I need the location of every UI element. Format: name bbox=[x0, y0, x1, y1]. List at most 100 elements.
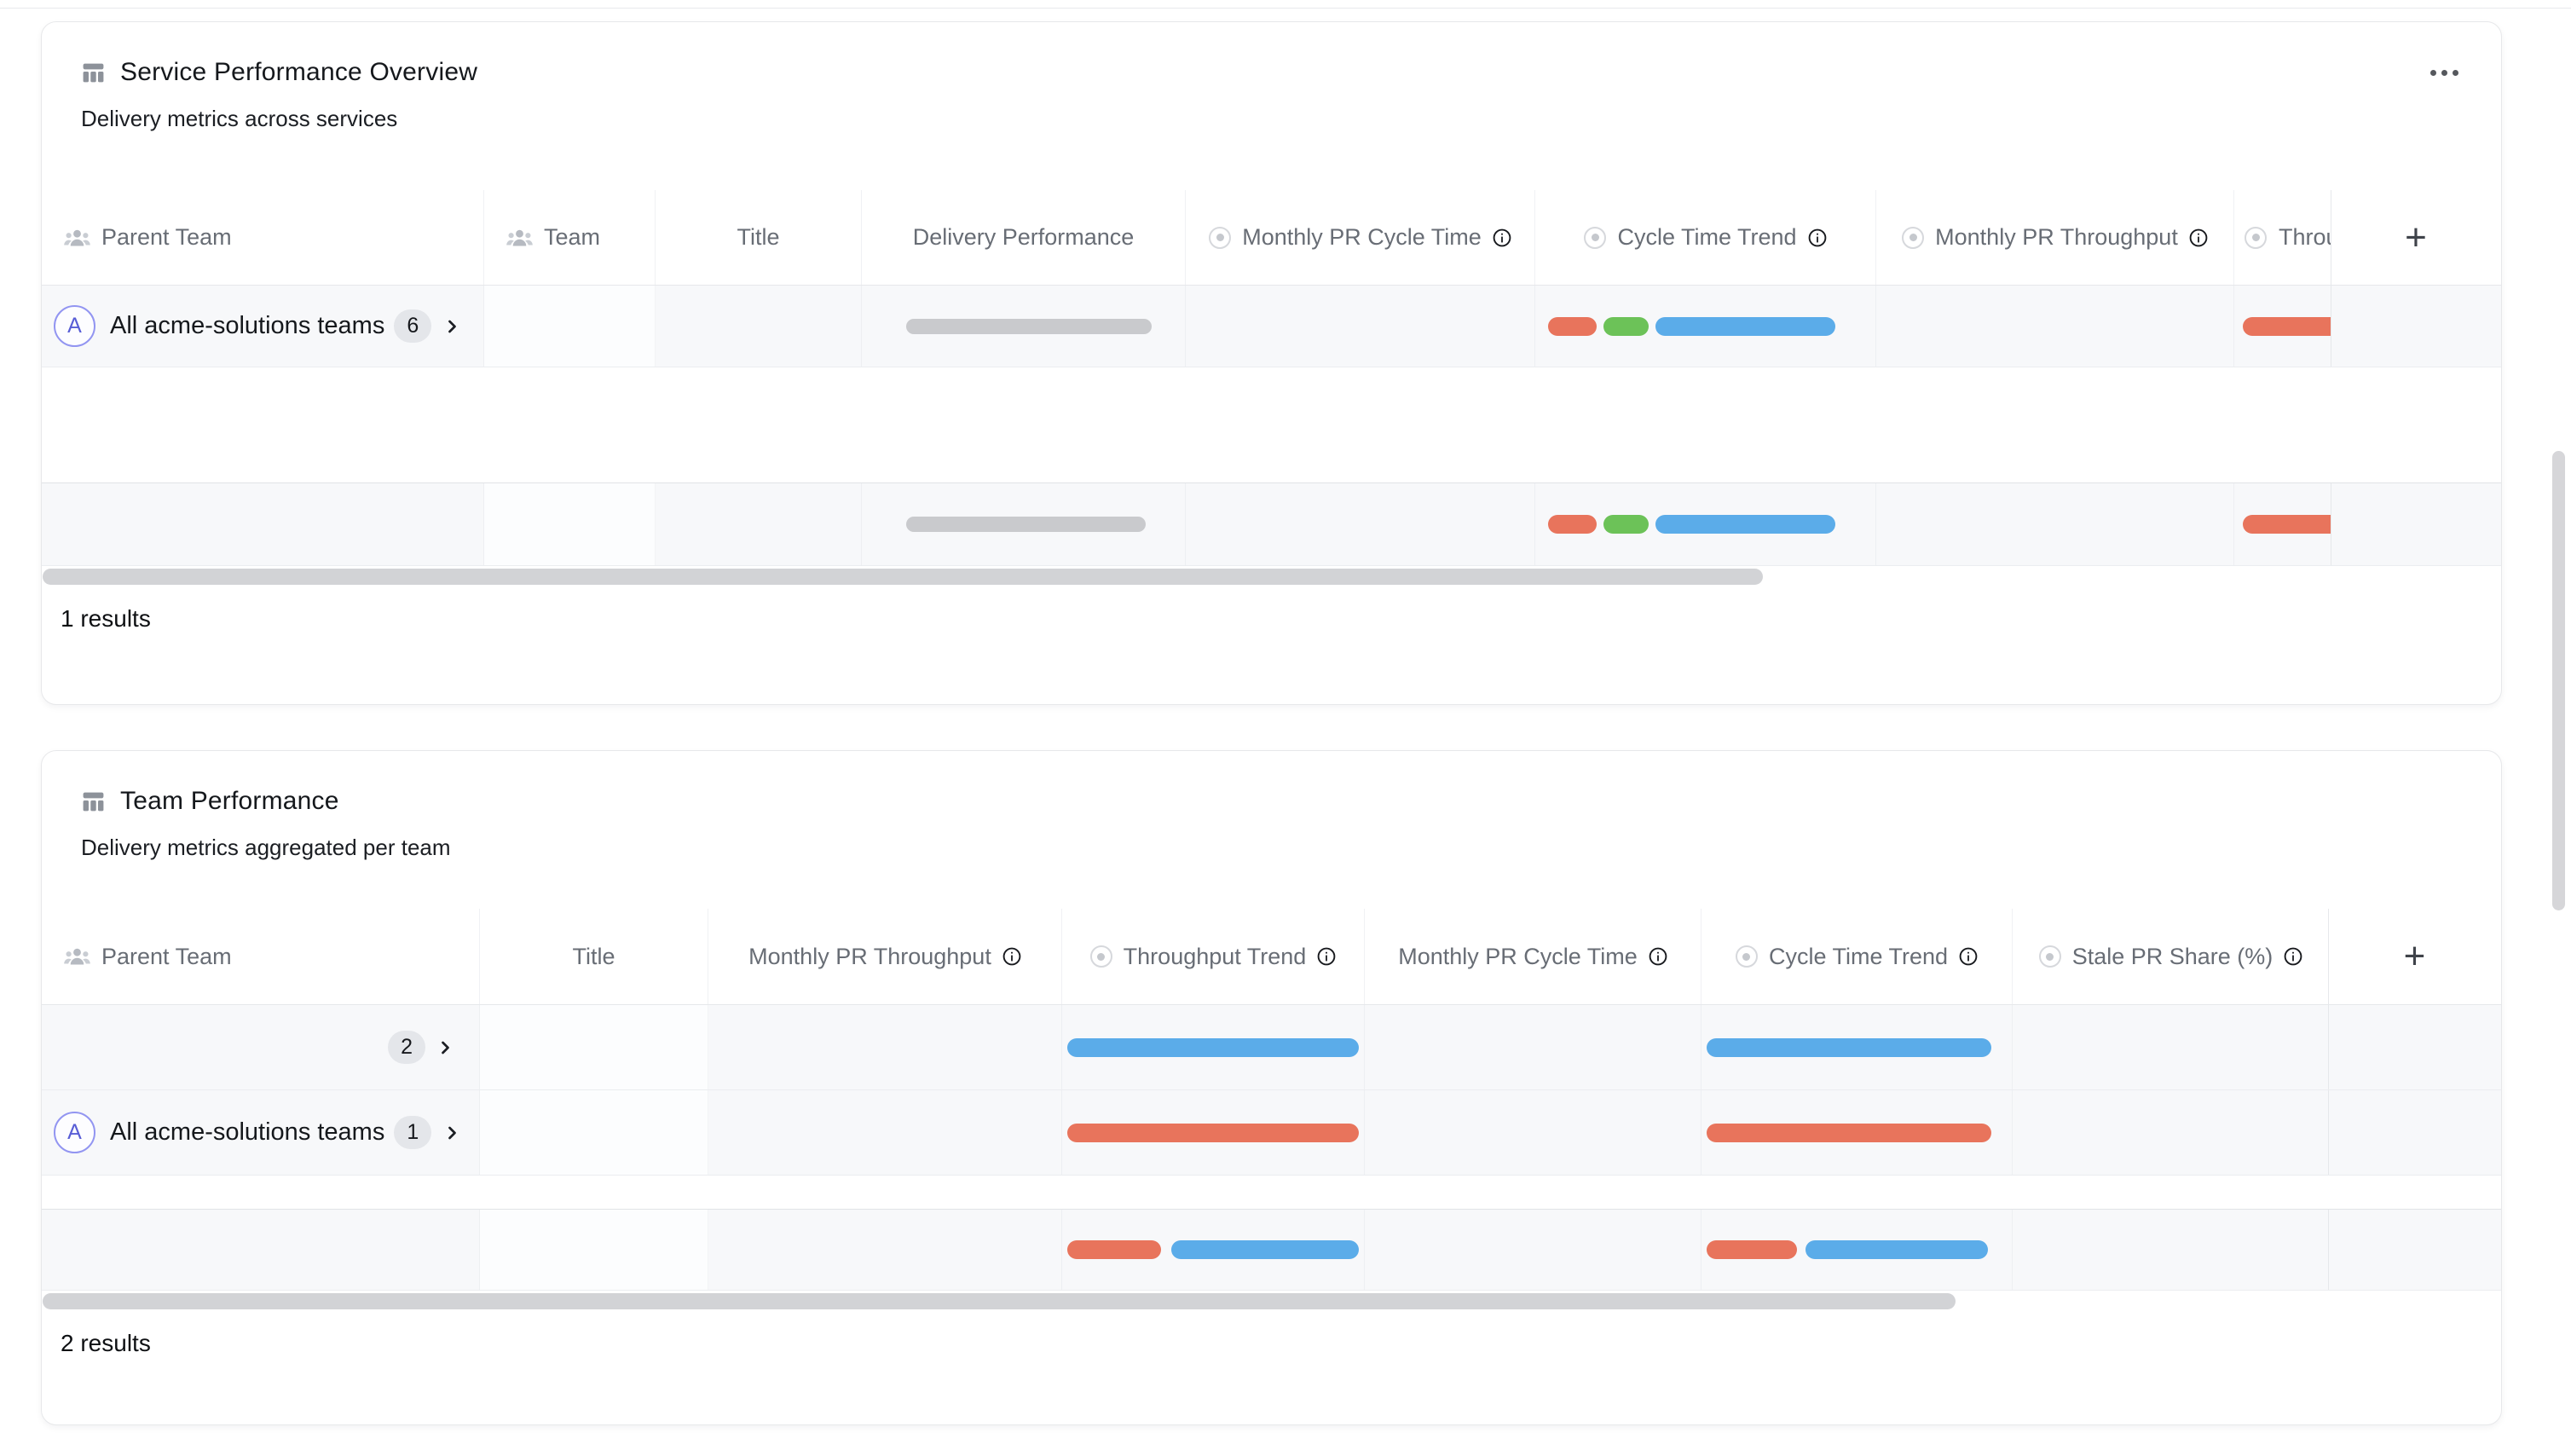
table-header-row: Parent Team Title Monthly PR Throughput … bbox=[42, 909, 2501, 1005]
chevron-right-icon[interactable] bbox=[443, 318, 460, 335]
column-header-throughput-trend[interactable]: Throughput Trend bbox=[2234, 190, 2331, 285]
team-name: All acme-solutions teams bbox=[110, 1118, 385, 1146]
count-badge: 6 bbox=[394, 309, 432, 343]
empty-cell bbox=[2329, 1005, 2501, 1089]
card-header: Service Performance Overview Delivery me… bbox=[42, 22, 2501, 190]
title-cell bbox=[480, 1090, 708, 1175]
column-header-parent-team[interactable]: Parent Team bbox=[42, 909, 480, 1004]
count-badge: 2 bbox=[388, 1031, 425, 1064]
monthly-pr-cycle-time-cell bbox=[1186, 286, 1535, 367]
trend-bar-red bbox=[1707, 1123, 1991, 1142]
parent-team-cell bbox=[42, 1210, 480, 1290]
summary-row[interactable] bbox=[42, 482, 2501, 566]
results-count: 1 results bbox=[61, 605, 151, 632]
info-icon[interactable] bbox=[2189, 228, 2208, 247]
trend-bar-red bbox=[2243, 515, 2331, 534]
target-icon bbox=[1089, 945, 1112, 968]
column-header-throughput-trend[interactable]: Throughput Trend bbox=[1062, 909, 1365, 1004]
monthly-pr-throughput-cell bbox=[1876, 286, 2234, 367]
info-icon[interactable] bbox=[1959, 947, 1978, 966]
team-name: All acme-solutions teams bbox=[110, 312, 385, 339]
throughput-trend-cell bbox=[1062, 1005, 1365, 1089]
parent-team-cell bbox=[42, 483, 484, 565]
page-title: Team Performance bbox=[120, 787, 339, 815]
title-cell bbox=[656, 286, 862, 367]
team-cell bbox=[484, 286, 656, 367]
horizontal-scrollbar-thumb[interactable] bbox=[43, 569, 1763, 585]
table-row[interactable]: A All acme-solutions teams 1 bbox=[42, 1090, 2501, 1176]
table-icon bbox=[83, 63, 104, 82]
column-header-delivery-performance[interactable]: Delivery Performance bbox=[862, 190, 1186, 285]
delivery-performance-cell bbox=[862, 286, 1186, 367]
column-header-label: Parent Team bbox=[101, 224, 232, 250]
info-icon[interactable] bbox=[2284, 947, 2302, 966]
more-menu-icon[interactable] bbox=[2425, 65, 2464, 81]
trend-bar-red bbox=[1067, 1240, 1161, 1259]
stale-pr-share-cell bbox=[2013, 1005, 2329, 1089]
empty-table-space bbox=[42, 367, 2501, 482]
column-header-label: Monthly PR Throughput bbox=[748, 943, 991, 969]
empty-cell bbox=[2329, 1090, 2501, 1175]
column-header-label: Cycle Time Trend bbox=[1617, 224, 1797, 250]
target-icon bbox=[1584, 226, 1607, 249]
info-icon[interactable] bbox=[1649, 947, 1667, 966]
team-performance-card: Team Performance Delivery metrics aggreg… bbox=[41, 750, 2502, 1425]
column-header-label: Team bbox=[544, 224, 601, 250]
column-header-title[interactable]: Title bbox=[480, 909, 708, 1004]
parent-team-cell: A All acme-solutions teams 1 bbox=[42, 1090, 480, 1175]
info-icon[interactable] bbox=[1002, 947, 1021, 966]
column-header-monthly-pr-throughput[interactable]: Monthly PR Throughput bbox=[1876, 190, 2234, 285]
horizontal-scrollbar-thumb[interactable] bbox=[43, 1293, 1956, 1309]
column-header-cycle-time-trend[interactable]: Cycle Time Trend bbox=[1535, 190, 1876, 285]
monthly-pr-throughput-cell bbox=[1876, 483, 2234, 565]
add-column-button[interactable]: + bbox=[2328, 909, 2500, 1004]
results-count: 2 results bbox=[61, 1330, 151, 1356]
column-header-monthly-pr-cycle-time[interactable]: Monthly PR Cycle Time bbox=[1186, 190, 1535, 285]
summary-row[interactable] bbox=[42, 1209, 2501, 1291]
throughput-trend-cell bbox=[1062, 1210, 1365, 1290]
column-header-label: Cycle Time Trend bbox=[1768, 943, 1949, 969]
target-icon bbox=[2038, 945, 2061, 968]
trend-bar-blue bbox=[1655, 316, 1835, 336]
column-header-monthly-pr-cycle-time[interactable]: Monthly PR Cycle Time bbox=[1365, 909, 1701, 1004]
avatar: A bbox=[54, 305, 95, 347]
trend-bar-blue bbox=[1707, 1037, 1991, 1057]
info-icon[interactable] bbox=[1808, 228, 1827, 247]
column-header-label: Stale PR Share (%) bbox=[2071, 943, 2273, 969]
monthly-pr-cycle-time-cell bbox=[1365, 1210, 1701, 1290]
chevron-right-icon[interactable] bbox=[436, 1039, 454, 1056]
column-header-label: Monthly PR Cycle Time bbox=[1398, 943, 1638, 969]
add-column-button[interactable]: + bbox=[2331, 190, 2500, 285]
info-icon[interactable] bbox=[1493, 228, 1511, 247]
performance-bar bbox=[906, 318, 1152, 334]
column-header-title[interactable]: Title bbox=[656, 190, 862, 285]
throughput-trend-cell bbox=[1062, 1090, 1365, 1175]
vertical-scrollbar-thumb[interactable] bbox=[2552, 451, 2565, 910]
table-row[interactable]: A All acme-solutions teams 6 bbox=[42, 286, 2501, 367]
performance-bar bbox=[906, 517, 1146, 532]
throughput-trend-cell bbox=[2234, 286, 2331, 367]
target-icon bbox=[1209, 226, 1232, 249]
column-header-cycle-time-trend[interactable]: Cycle Time Trend bbox=[1701, 909, 2013, 1004]
info-icon[interactable] bbox=[1317, 947, 1336, 966]
stale-pr-share-cell bbox=[2013, 1210, 2329, 1290]
title-cell bbox=[480, 1210, 708, 1290]
cycle-time-trend-cell bbox=[1535, 286, 1876, 367]
plus-icon: + bbox=[2405, 216, 2427, 258]
table-row[interactable]: 2 bbox=[42, 1005, 2501, 1090]
empty-table-space bbox=[42, 1176, 2501, 1209]
column-header-team[interactable]: Team bbox=[484, 190, 656, 285]
monthly-pr-throughput-cell bbox=[708, 1210, 1062, 1290]
trend-bar-red bbox=[1548, 316, 1597, 336]
count-badge: 1 bbox=[394, 1116, 432, 1149]
column-header-monthly-pr-throughput[interactable]: Monthly PR Throughput bbox=[708, 909, 1062, 1004]
column-header-parent-team[interactable]: Parent Team bbox=[42, 190, 484, 285]
card-subtitle: Delivery metrics aggregated per team bbox=[81, 835, 451, 860]
monthly-pr-cycle-time-cell bbox=[1365, 1090, 1701, 1175]
chevron-right-icon[interactable] bbox=[443, 1124, 460, 1141]
stale-pr-share-cell bbox=[2013, 1090, 2329, 1175]
empty-cell bbox=[2331, 483, 2501, 565]
column-header-label: Delivery Performance bbox=[912, 224, 1135, 250]
column-header-label: Title bbox=[737, 224, 780, 250]
column-header-stale-pr-share[interactable]: Stale PR Share (%) bbox=[2013, 909, 2329, 1004]
